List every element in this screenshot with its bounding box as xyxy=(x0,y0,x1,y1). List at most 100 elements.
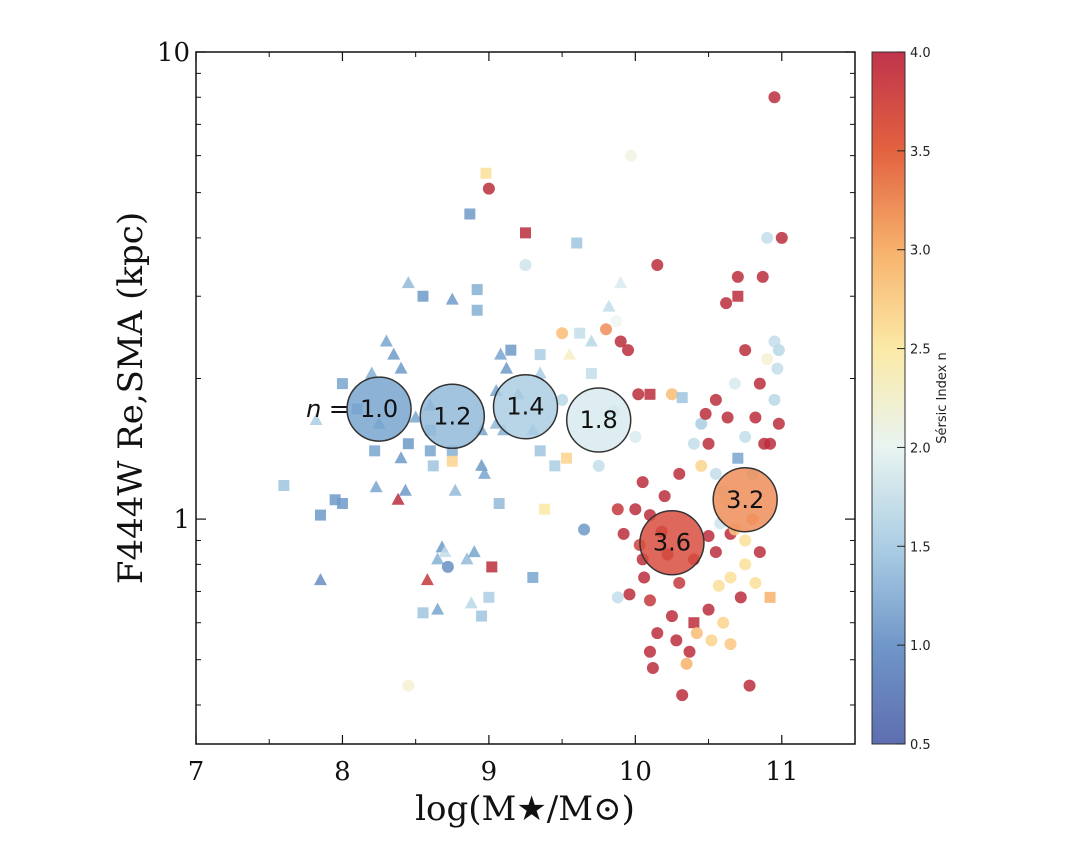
data-point xyxy=(539,503,551,515)
colorbar-tick-label: 1.5 xyxy=(910,540,931,555)
data-point xyxy=(728,377,741,390)
data-point xyxy=(687,437,700,450)
median-marker xyxy=(346,376,412,442)
data-point xyxy=(394,451,408,464)
data-point xyxy=(534,445,546,457)
colorbar-tick-label: 3.5 xyxy=(910,145,931,160)
data-point xyxy=(764,591,776,603)
data-point xyxy=(771,362,784,375)
data-point xyxy=(764,437,777,450)
data-point xyxy=(336,497,348,509)
data-point xyxy=(420,573,434,586)
data-point xyxy=(699,407,712,420)
data-point xyxy=(556,393,569,406)
data-point xyxy=(424,445,436,457)
y-tick-label: 10 xyxy=(157,38,190,68)
axis-ticks xyxy=(195,51,855,744)
data-point xyxy=(562,347,576,360)
data-point xyxy=(646,661,659,674)
data-point xyxy=(683,645,696,658)
data-point xyxy=(571,237,583,249)
data-point xyxy=(673,467,686,480)
data-point xyxy=(480,167,492,179)
data-point xyxy=(739,534,752,547)
data-point xyxy=(768,91,781,104)
data-point xyxy=(467,545,481,558)
data-point xyxy=(445,292,459,305)
data-point xyxy=(743,679,756,692)
data-point xyxy=(623,588,636,601)
data-point xyxy=(309,412,323,425)
data-point xyxy=(670,634,683,647)
data-point xyxy=(464,596,478,609)
data-point xyxy=(561,452,573,464)
data-point xyxy=(739,558,752,571)
data-point xyxy=(398,483,412,496)
data-point xyxy=(753,546,766,559)
data-point xyxy=(709,546,722,559)
data-point xyxy=(409,410,423,423)
data-point xyxy=(549,460,561,472)
data-point xyxy=(446,445,458,457)
data-point xyxy=(493,497,505,509)
data-point xyxy=(739,344,752,357)
data-point xyxy=(614,335,627,348)
data-point xyxy=(665,610,678,623)
data-point xyxy=(578,523,591,536)
n-prefix-label: n = xyxy=(306,395,349,423)
data-point xyxy=(369,445,381,457)
data-point xyxy=(768,393,781,406)
data-point xyxy=(427,460,439,472)
data-point xyxy=(477,466,491,479)
data-point xyxy=(505,344,517,356)
data-point xyxy=(441,560,454,573)
median-marker xyxy=(639,509,705,576)
data-point xyxy=(494,347,508,360)
data-point xyxy=(448,483,462,496)
data-point xyxy=(533,366,547,379)
data-point xyxy=(446,455,458,467)
median-label: 1.8 xyxy=(580,406,618,434)
data-point xyxy=(731,270,744,283)
data-point xyxy=(638,571,651,584)
data-point xyxy=(379,334,393,347)
data-point xyxy=(772,417,785,430)
data-point xyxy=(702,530,715,543)
data-point xyxy=(717,616,730,629)
data-point xyxy=(702,437,715,450)
data-point xyxy=(313,573,327,586)
data-point xyxy=(394,361,408,374)
data-point xyxy=(438,545,452,558)
median-marker xyxy=(419,383,486,450)
y-axis-label: F444W Re,SMA (kpc) xyxy=(111,212,151,584)
data-point xyxy=(775,231,788,244)
data-point xyxy=(702,603,715,616)
colorbar-tick-label: 2.0 xyxy=(910,441,931,456)
data-point xyxy=(756,270,769,283)
data-point xyxy=(534,349,546,361)
data-point xyxy=(624,149,637,162)
data-point xyxy=(676,689,689,702)
x-tick-label: 8 xyxy=(334,757,351,787)
median-label: 1.0 xyxy=(360,395,398,423)
data-point xyxy=(520,227,531,239)
data-point xyxy=(720,297,733,310)
data-point xyxy=(464,208,476,220)
x-axis-label: log(M★/M⊙) xyxy=(415,789,635,829)
x-tick-label: 7 xyxy=(188,757,205,787)
data-point xyxy=(584,334,598,347)
median-marker xyxy=(712,467,778,533)
binned-medians: 1.0 1.2 1.4 1.8 3.6 3.2 xyxy=(346,373,778,576)
data-point xyxy=(329,494,341,506)
colorbar-tick-label: 3.0 xyxy=(910,244,931,259)
data-point xyxy=(749,576,762,589)
data-point xyxy=(629,503,642,516)
data-point xyxy=(519,258,532,271)
data-point xyxy=(712,579,725,592)
data-point xyxy=(658,490,671,503)
data-point xyxy=(690,627,703,640)
data-point xyxy=(482,182,495,195)
data-point xyxy=(614,276,628,289)
data-point xyxy=(643,645,656,658)
